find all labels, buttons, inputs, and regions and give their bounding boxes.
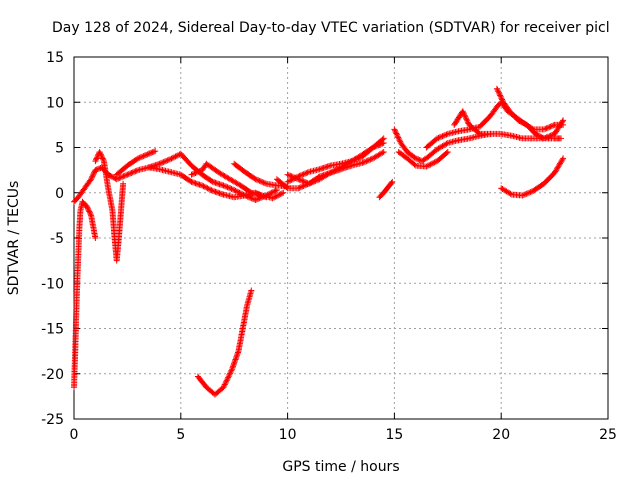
data-marker-trace <box>71 198 99 391</box>
y-tick-label: 15 <box>46 50 64 66</box>
y-tick-label: -25 <box>41 412 64 428</box>
x-tick-label: 15 <box>385 427 403 443</box>
y-tick-label: 5 <box>55 141 64 157</box>
series-arc-n <box>493 85 567 142</box>
series-arc-r <box>92 149 127 264</box>
data-marker-trace <box>92 149 127 264</box>
axis-ticks: 0 5 10 15 20 25 -25 -20 -15 -10 -5 0 5 10 15 <box>41 50 617 443</box>
y-tick-label: -15 <box>41 322 64 338</box>
y-tick-label: 0 <box>55 186 64 202</box>
x-tick-label: 20 <box>492 427 510 443</box>
series-arc-k <box>395 149 451 170</box>
series-arc-q <box>71 198 99 391</box>
x-axis-label: GPS time / hours <box>282 459 399 475</box>
grid <box>74 57 608 419</box>
chart-title: Day 128 of 2024, Sidereal Day-to-day VTE… <box>52 20 610 36</box>
data-marker-trace <box>493 85 567 142</box>
data-points <box>71 85 567 398</box>
series-arc-h <box>284 140 387 187</box>
data-marker-trace <box>498 155 567 199</box>
y-tick-label: -5 <box>50 231 64 247</box>
data-marker-trace <box>284 140 387 187</box>
series-arc-o <box>498 155 567 199</box>
data-marker-trace <box>113 148 159 178</box>
y-tick-label: -20 <box>41 367 64 383</box>
x-tick-label: 0 <box>70 427 79 443</box>
series-arc-b <box>113 148 159 178</box>
y-axis-label: SDTVAR / TECUs <box>6 181 22 296</box>
series-arc-m <box>451 108 494 137</box>
data-marker-trace <box>376 178 396 201</box>
series-arc-d <box>188 160 287 202</box>
y-tick-label: 10 <box>46 95 64 111</box>
series-arc-i <box>376 178 396 201</box>
x-tick-label: 25 <box>599 427 617 443</box>
data-marker-trace <box>395 149 451 170</box>
y-tick-label: -10 <box>41 276 64 292</box>
data-marker-trace <box>194 287 255 398</box>
series-arc-p <box>194 287 255 398</box>
data-marker-trace <box>451 108 494 137</box>
data-marker-trace <box>188 160 287 202</box>
x-tick-label: 10 <box>279 427 297 443</box>
x-tick-label: 5 <box>176 427 185 443</box>
